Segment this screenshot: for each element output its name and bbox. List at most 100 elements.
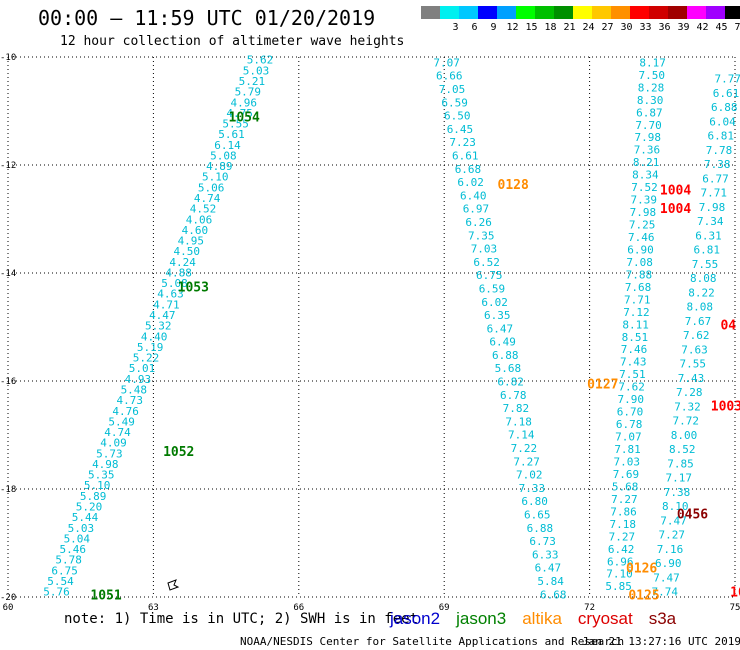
swh-value: 6.61: [713, 87, 740, 100]
swh-value: 7.07: [615, 431, 642, 444]
swh-value: 4.73: [116, 394, 143, 407]
time-label: 0128: [498, 178, 529, 193]
scale-swatch: [516, 6, 535, 19]
swh-value: 7.69: [613, 468, 640, 481]
swh-value: 7.22: [511, 442, 538, 455]
time-label: 10: [730, 586, 740, 601]
swh-value: 4.09: [100, 437, 127, 450]
swh-value: 6.73: [529, 535, 556, 548]
swh-value: 7.25: [629, 219, 656, 232]
swh-value: 5.21: [239, 75, 266, 88]
scale-label: 39: [677, 22, 689, 33]
swh-value: 7.67: [685, 315, 712, 328]
swh-value: 4.98: [92, 458, 119, 471]
swh-value: 6.59: [479, 282, 506, 295]
swh-value: 7.78: [706, 144, 733, 157]
time-label: 1053: [178, 281, 209, 296]
swh-value: 7.50: [639, 69, 666, 82]
swh-value: 6.70: [617, 406, 644, 419]
swh-value: 7.18: [609, 518, 636, 531]
swh-value: 7.33: [519, 482, 546, 495]
time-label: 1004: [660, 183, 691, 198]
swh-value: 8.52: [669, 443, 696, 456]
swh-value: 4.76: [112, 405, 139, 418]
chart-title: 00:00 – 11:59 UTC 01/20/2019: [38, 6, 376, 30]
swh-value: 7.17: [665, 472, 692, 485]
swh-value: 6.68: [455, 163, 482, 176]
swh-value: 6.04: [709, 115, 736, 128]
legend-entry-jason2: jason2: [390, 609, 441, 628]
swh-value: 4.52: [190, 203, 217, 216]
swh-value: 4.47: [149, 309, 176, 322]
time-label: 1054: [229, 110, 260, 125]
swh-value: 7.05: [439, 83, 466, 96]
scale-swatch: [554, 6, 573, 19]
swh-value: 6.49: [489, 336, 516, 349]
swh-value: 5.46: [60, 543, 87, 556]
swh-value: 5.22: [133, 352, 160, 365]
swh-value: 5.84: [537, 575, 564, 588]
scale-swatch: [706, 6, 725, 19]
swh-value: 6.78: [616, 418, 643, 431]
scale-label: 27: [601, 22, 613, 33]
swh-value: 4.93: [125, 373, 152, 386]
time-label: 0456: [677, 507, 708, 522]
swh-value: 7.82: [503, 402, 530, 415]
swh-value: 6.80: [521, 495, 548, 508]
swh-value: 6.02: [481, 296, 508, 309]
swh-value: 5.32: [145, 320, 172, 333]
swh-value: 5.01: [129, 362, 156, 375]
swh-value: 7.46: [628, 231, 655, 244]
time-label: 04: [720, 318, 736, 333]
swh-value: 7.38: [664, 486, 691, 499]
swh-value: 5.10: [202, 171, 229, 184]
swh-value: 7.27: [611, 493, 638, 506]
swh-value: 7.43: [678, 372, 705, 385]
x-tick-label: 72: [584, 603, 595, 613]
swh-value: 6.50: [444, 110, 471, 123]
swh-value: 7.52: [631, 181, 658, 194]
swh-value: 4.60: [182, 224, 209, 237]
swh-value: 5.68: [495, 362, 522, 375]
x-tick-label: 75: [730, 603, 740, 613]
scale-swatch: [573, 6, 592, 19]
swh-value: 5.79: [235, 86, 262, 99]
scale-label: 15: [525, 22, 537, 33]
swh-value: 5.08: [210, 149, 237, 162]
scale-swatch: [440, 6, 459, 19]
swh-value: 5.19: [137, 341, 164, 354]
swh-value: 7.10: [606, 568, 633, 581]
swh-value: 7.03: [614, 455, 641, 468]
swh-value: 7.16: [657, 543, 684, 556]
swh-value: 4.63: [157, 288, 184, 301]
swh-value: 6.45: [447, 123, 474, 136]
swh-value: 5.61: [218, 128, 245, 141]
swh-value: 8.00: [671, 429, 698, 442]
swh-value: 7.98: [635, 131, 662, 144]
swh-value: 6.59: [441, 96, 468, 109]
swh-value: 7.23: [449, 136, 476, 149]
swh-value: 6.97: [463, 203, 490, 216]
swh-value: 7.39: [630, 194, 657, 207]
swh-value: 4.74: [194, 192, 221, 205]
chart-subtitle: 12 hour collection of altimeter wave hei…: [60, 34, 405, 49]
time-label: 1003: [711, 399, 740, 414]
swh-value: 6.42: [608, 543, 635, 556]
swh-value: 7.27: [658, 529, 685, 542]
swh-value: 5.55: [222, 118, 249, 131]
swh-value: 7.62: [618, 381, 645, 394]
swh-value: 4.74: [104, 426, 131, 439]
time-label: 1052: [163, 445, 194, 460]
credit-text: NOAA/NESDIS Center for Satellite Applica…: [240, 635, 625, 648]
scale-swatch: [630, 6, 649, 19]
swh-value: 7.47: [660, 514, 687, 527]
swh-value: 7.68: [625, 281, 652, 294]
swh-value: 6.77: [702, 172, 729, 185]
swh-value: 8.17: [639, 56, 666, 69]
swh-value: 7.35: [468, 229, 495, 242]
swh-value: 5.48: [121, 383, 148, 396]
swh-value: 7.62: [683, 329, 710, 342]
legend-entry-jason3: jason3: [456, 609, 507, 628]
swh-value: 6.88: [527, 522, 554, 535]
swh-value: 8.11: [622, 318, 649, 331]
